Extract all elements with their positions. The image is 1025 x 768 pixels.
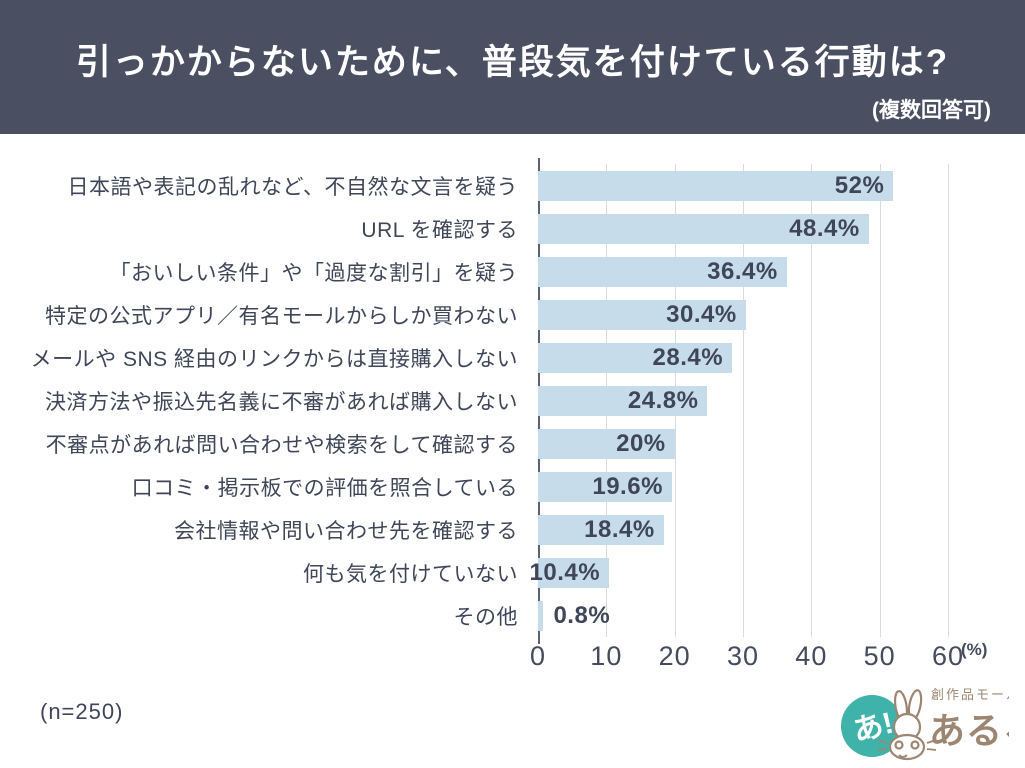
category-label: 口コミ・掲示板での評価を照合している [131,476,518,500]
category-label: 決済方法や振込先名義に不審があれば購入しない [45,390,518,414]
bar-row: 30.4% [538,293,948,336]
header-banner: 引っかからないために、普段気を付けている行動は? (複数回答可) [0,0,1025,134]
footer: (n=250) あ! 創作品モール あるる [40,681,1009,765]
bar-value-label: 48.4% [789,214,860,242]
category-axis-tick [538,157,540,171]
x-axis: 0 10 20 30 40 50 60 (%) [530,637,987,673]
brand-logo: あ! 創作品モール あるる [839,681,1009,765]
bar: 0.8% [538,600,610,631]
bar-value-label: 24.8% [627,386,699,414]
category-label: 会社情報や問い合わせ先を確認する [174,519,518,543]
x-tick-label: 30 [726,641,760,671]
category-label: 日本語や表記の乱れなど、不自然な文言を疑う [67,175,518,199]
category-axis-tick [538,372,540,386]
bar: 18.4% [538,514,664,545]
bar-row: 10.4% [530,551,948,594]
page-title: 引っかからないために、普段気を付けている行動は? [75,43,950,82]
gridline [811,164,813,637]
rabbit-mascot-icon [877,689,937,761]
x-tick-label: 0 [529,641,547,671]
bar-row: 28.4% [538,336,948,379]
x-tick-label: 40 [795,641,828,671]
bar: 48.4% [538,213,869,244]
category-axis-tick [538,587,540,601]
bar: 52% [538,170,894,201]
category-axis-tick [538,200,540,214]
x-tick-label: 20 [658,641,691,671]
x-tick-label: 60 [931,641,965,671]
bar-chart: 日本語や表記の乱れなど、不自然な文言を疑う URL を確認する「おいしい条件」や「… [30,157,1025,644]
category-label: URL を確認する [361,218,518,242]
bar: 19.6% [538,471,672,502]
bar: 30.4% [538,299,746,330]
bar-value-label: 36.4% [707,257,778,285]
multiple-answers-note: (複数回答可) [872,99,991,122]
bar: 36.4% [538,256,787,287]
category-axis-tick [538,243,540,257]
category-label: メールや SNS 経由のリンクからは直接購入しない [30,347,518,371]
category-axis-tick [538,630,540,644]
bar: 28.4% [538,342,733,373]
x-tick-label: 50 [863,641,896,671]
bar-row: 36.4% [538,250,948,293]
bar: 24.8% [538,385,708,416]
logo-graphic: あ! 創作品モール あるる [841,687,1009,761]
category-axis-tick [538,415,540,429]
bar-row: 48.4% [538,207,948,250]
bar-row: 0.8% [538,594,948,637]
x-tick-label: 10 [590,641,623,671]
category-label: 「おいしい条件」や「過度な割引」を疑う [109,261,518,285]
category-label: その他 [453,605,518,629]
category-label: 特定の公式アプリ／有名モールからしか買わない [45,304,518,328]
bar-value-label: 20% [616,429,666,457]
plot-area: 52% 48.4% 36.4% 30.4% 28.4% 24.8% 20% 19.6% 18.4… [530,157,949,644]
bar-row: 24.8% [538,379,948,422]
bar-row: 20% [538,422,948,465]
x-axis-unit-label: (%) [961,640,988,659]
bar-value-label: 18.4% [584,515,655,543]
bar-value-label: 30.4% [666,300,737,328]
category-axis-tick [538,458,540,472]
category-labels-column: 日本語や表記の乱れなど、不自然な文言を疑う URL を確認する「おいしい条件」や「… [30,164,518,637]
bar-row: 52% [538,164,948,207]
category-axis-tick [538,329,540,343]
bar-value-label: 0.8% [553,601,611,629]
logo-brand-text: あるる [929,710,1009,751]
bar-row: 18.4% [538,508,948,551]
bar-value-label: 28.4% [652,343,724,371]
gridline [743,164,744,637]
category-axis-tick [538,544,540,558]
category-label: 不審点があれば問い合わせや検索をして確認する [45,433,518,457]
logo-tagline: 創作品モール [931,687,1009,702]
bar-value-label: 19.6% [592,472,663,500]
category-axis-tick [538,501,540,515]
bar-value-label: 10.4% [529,558,601,586]
sample-size-label: (n=250) [40,699,124,724]
category-label: 何も気を付けていない [303,562,518,586]
bar: 20% [538,428,675,459]
gridline [948,164,949,637]
bar-row: 19.6% [538,465,948,508]
logo-teal-badge [841,695,903,757]
gridline [879,164,881,637]
bar-value-label: 52% [834,171,885,199]
category-axis-tick [538,286,540,300]
bar-rows: 52% 48.4% 36.4% 30.4% 28.4% 24.8% 20% 19.6% 18.4… [530,164,948,637]
bar: 10.4% [530,557,610,588]
